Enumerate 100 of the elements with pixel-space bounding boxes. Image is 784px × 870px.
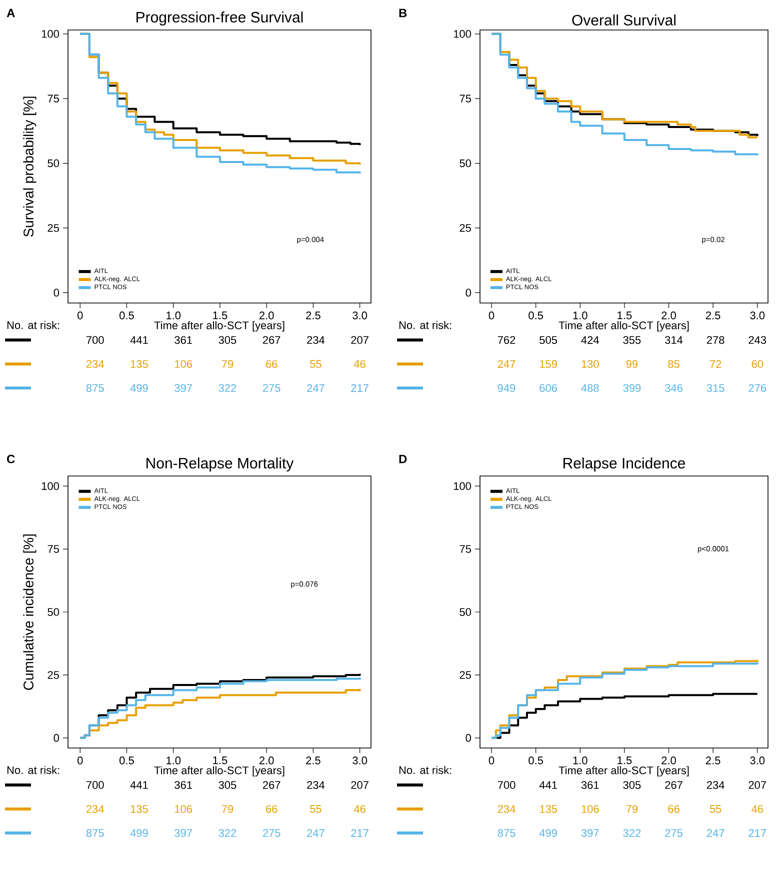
text: 159 bbox=[540, 360, 557, 368]
text: 322 bbox=[218, 829, 236, 837]
chart-title: Overall Survival bbox=[572, 14, 676, 26]
text: 66 bbox=[266, 805, 278, 813]
y-tick-label: 75 bbox=[48, 545, 59, 553]
text: 85 bbox=[668, 360, 680, 368]
text: C bbox=[7, 454, 15, 464]
text: 247 bbox=[307, 829, 324, 837]
x-axis-title: Time after allo-SCT [years] bbox=[558, 766, 689, 776]
x-tick-label: 1.0 bbox=[573, 312, 588, 320]
text: 499 bbox=[130, 829, 148, 837]
chart-title: Relapse Incidence bbox=[564, 457, 685, 472]
y-tick-label: 100 bbox=[454, 30, 472, 38]
text: 499 bbox=[539, 829, 557, 837]
text: 46 bbox=[751, 805, 763, 813]
text: 55 bbox=[310, 805, 322, 813]
x-tick-label: 0 bbox=[77, 312, 83, 320]
y-tick-label: 50 bbox=[460, 159, 472, 168]
text: 441 bbox=[539, 781, 557, 789]
y-axis-title: Cumulative incidence [%] bbox=[23, 534, 36, 690]
text: 305 bbox=[218, 781, 236, 789]
chart-title: Non-Relapse Mortality bbox=[146, 457, 294, 472]
y-tick-label: 75 bbox=[48, 94, 59, 102]
text: 441 bbox=[130, 336, 148, 344]
x-tick-label: 1.5 bbox=[213, 756, 228, 764]
text: 606 bbox=[540, 384, 558, 392]
x-tick-label: 2.0 bbox=[259, 756, 274, 764]
text: 276 bbox=[748, 384, 766, 392]
text: 322 bbox=[218, 384, 236, 392]
text: 762 bbox=[498, 336, 516, 344]
x-tick-label: 1.0 bbox=[166, 756, 181, 764]
text: 361 bbox=[581, 781, 599, 789]
text: 315 bbox=[706, 384, 724, 392]
text: 355 bbox=[623, 336, 641, 344]
x-tick-label: 2.5 bbox=[706, 756, 720, 764]
text: 247 bbox=[498, 360, 516, 368]
x-tick-label: 3.0 bbox=[750, 312, 765, 320]
x-axis-title: Time after allo-SCT [years] bbox=[154, 321, 284, 332]
text: 66 bbox=[668, 805, 680, 813]
y-tick-label: 100 bbox=[42, 482, 60, 490]
text: 234 bbox=[706, 781, 724, 789]
text: 234 bbox=[86, 360, 104, 368]
text: 79 bbox=[222, 805, 234, 813]
y-tick-label: 75 bbox=[460, 94, 471, 102]
x-tick-label: 0.5 bbox=[120, 756, 134, 764]
text: 875 bbox=[498, 829, 516, 837]
text: 275 bbox=[665, 829, 682, 837]
text: 217 bbox=[351, 384, 368, 392]
x-tick-label: 1.5 bbox=[618, 312, 632, 320]
x-tick-label: 2.0 bbox=[662, 756, 676, 764]
text: 267 bbox=[262, 781, 280, 789]
y-tick-label: 100 bbox=[42, 30, 60, 38]
text: 397 bbox=[174, 384, 192, 392]
y-tick-label: 0 bbox=[54, 734, 60, 742]
text: 234 bbox=[86, 805, 104, 813]
text: D bbox=[399, 454, 407, 464]
text: 875 bbox=[86, 829, 104, 837]
text: 700 bbox=[86, 336, 104, 344]
text: No. at risk: bbox=[399, 320, 452, 330]
text: 135 bbox=[540, 805, 558, 813]
text: 361 bbox=[174, 781, 192, 789]
x-axis-title: Time after allo-SCT [years] bbox=[154, 766, 284, 776]
text: 424 bbox=[581, 336, 599, 344]
text: 217 bbox=[748, 829, 766, 837]
text: 499 bbox=[130, 384, 148, 392]
text: 949 bbox=[498, 384, 516, 392]
text: 488 bbox=[581, 384, 599, 392]
text: 399 bbox=[623, 384, 641, 392]
y-tick-label: 100 bbox=[454, 482, 472, 490]
x-tick-label: 1.5 bbox=[618, 756, 632, 764]
y-tick-label: 50 bbox=[460, 608, 472, 616]
y-tick-label: 75 bbox=[460, 545, 471, 553]
text: No. at risk: bbox=[7, 766, 60, 774]
text: 700 bbox=[86, 781, 104, 789]
text: 106 bbox=[175, 360, 192, 368]
text: 243 bbox=[748, 336, 766, 344]
text: 278 bbox=[706, 336, 724, 344]
x-tick-label: 1.0 bbox=[573, 756, 588, 764]
text: 46 bbox=[354, 805, 366, 813]
y-tick-label: 50 bbox=[48, 159, 60, 168]
x-tick-label: 0 bbox=[488, 312, 494, 320]
x-tick-label: 0.5 bbox=[528, 312, 543, 320]
x-tick-label: 2.5 bbox=[706, 312, 720, 320]
x-tick-label: 3.0 bbox=[352, 312, 368, 320]
text: 46 bbox=[354, 360, 366, 368]
x-tick-label: 2.0 bbox=[662, 312, 676, 320]
text: 267 bbox=[262, 336, 280, 344]
text: 397 bbox=[174, 829, 192, 837]
x-tick-label: 1.5 bbox=[213, 312, 228, 320]
text: A bbox=[6, 8, 15, 18]
text: 79 bbox=[626, 805, 638, 813]
text: 72 bbox=[710, 360, 722, 368]
text: No. at risk: bbox=[399, 766, 452, 774]
text: B bbox=[399, 8, 407, 18]
x-tick-label: 3.0 bbox=[750, 756, 765, 764]
text: 275 bbox=[262, 384, 280, 392]
x-tick-label: 3.0 bbox=[352, 756, 368, 764]
text: 66 bbox=[266, 360, 278, 368]
text: 234 bbox=[307, 336, 325, 344]
y-tick-label: 25 bbox=[460, 671, 471, 679]
